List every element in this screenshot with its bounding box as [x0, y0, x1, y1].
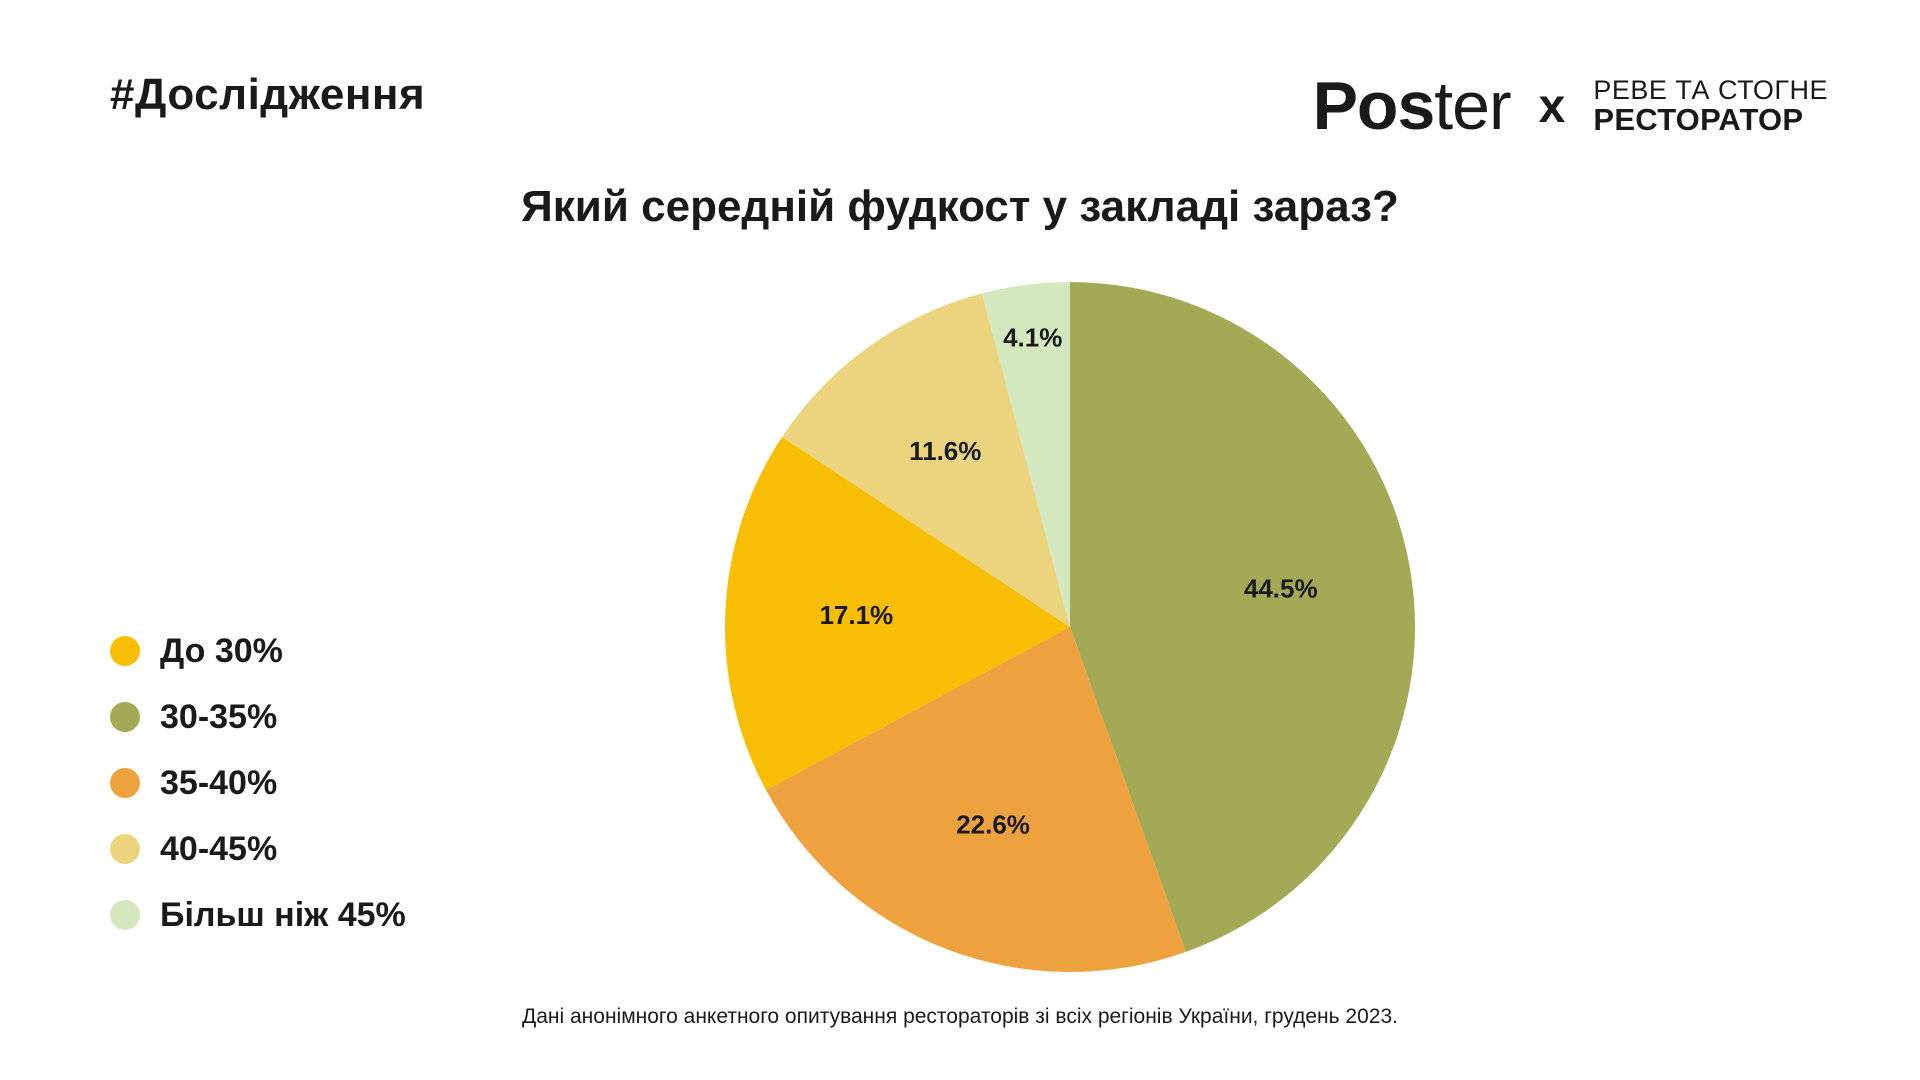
legend-label: До 30%: [160, 631, 283, 670]
chart-legend: До 30% 30-35% 35-40% 40-45% Більш ніж 45%: [110, 632, 406, 934]
legend-swatch: [110, 702, 140, 732]
legend-item: 35-40%: [110, 764, 406, 802]
chart-title: Який середній фудкост у закладі зараз?: [521, 182, 1399, 231]
pie-slice-label: 22.6%: [956, 809, 1030, 839]
legend-item: 30-35%: [110, 698, 406, 736]
pie-slice-label: 44.5%: [1244, 573, 1318, 603]
brand-logos: Pos ter x РЕВЕ ТА СТОГНЕ РЕСТОРАТОР: [1313, 72, 1828, 140]
legend-swatch: [110, 636, 140, 666]
legend-item: До 30%: [110, 632, 406, 670]
partner-logo-line2: РЕСТОРАТОР: [1593, 102, 1804, 137]
footnote: Дані анонімного анкетного опитування рес…: [522, 1005, 1398, 1028]
legend-item: Більш ніж 45%: [110, 896, 406, 934]
pie-slice-label: 4.1%: [1003, 322, 1062, 352]
pie-slice: [782, 293, 1070, 627]
legend-swatch: [110, 834, 140, 864]
legend-item: 40-45%: [110, 830, 406, 868]
poster-logo: Pos ter: [1312, 68, 1512, 144]
legend-label: 35-40%: [160, 763, 278, 802]
collab-cross: x: [1538, 79, 1566, 133]
legend-swatch: [110, 900, 140, 930]
legend-swatch: [110, 768, 140, 798]
legend-label: 30-35%: [160, 697, 278, 736]
pie-slice-label: 11.6%: [909, 436, 981, 466]
legend-label: Більш ніж 45%: [160, 895, 406, 934]
pie-slice: [765, 627, 1186, 972]
poster-logo-pos: Pos: [1312, 68, 1436, 144]
legend-label: 40-45%: [160, 829, 278, 868]
partner-logo: РЕВЕ ТА СТОГНЕ РЕСТОРАТОР: [1593, 75, 1828, 137]
page-hashtag: #Дослідження: [110, 70, 426, 119]
pie-slice: [1070, 282, 1416, 952]
poster-logo-ter: ter: [1434, 68, 1511, 144]
pie-slice-label: 17.1%: [819, 600, 893, 630]
pie-slice: [982, 282, 1070, 627]
partner-logo-line1: РЕВЕ ТА СТОГНЕ: [1593, 75, 1828, 105]
pie-slice: [725, 436, 1070, 791]
